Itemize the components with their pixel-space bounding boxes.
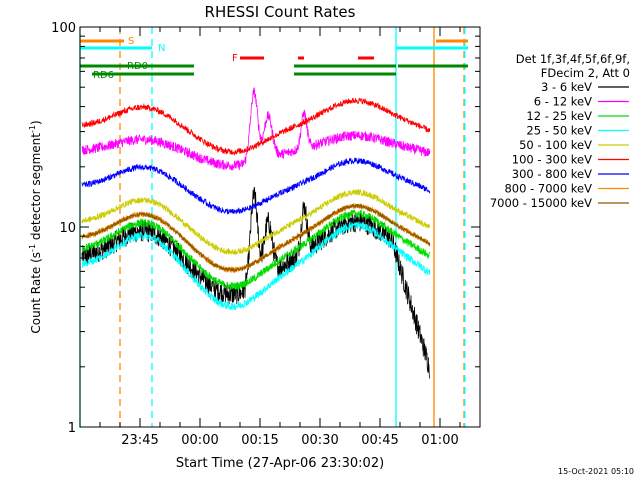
flag-label-f: F bbox=[232, 53, 238, 64]
footer-timestamp: 15-Oct-2021 05:10 bbox=[558, 467, 634, 476]
x-tick-label: 00:15 bbox=[241, 433, 278, 448]
series-lines bbox=[81, 86, 431, 379]
x-tick-label: 00:00 bbox=[181, 433, 218, 448]
flag-label-n: N bbox=[158, 43, 165, 54]
y-axis-label-mid: detector segment bbox=[29, 133, 43, 244]
series-line bbox=[81, 157, 431, 215]
legend-label: 12 - 25 keV bbox=[526, 109, 592, 123]
y-tick-label: 100 bbox=[51, 21, 76, 36]
x-tick-label: 00:30 bbox=[301, 433, 338, 448]
flag-label-rd0: RD0 bbox=[127, 61, 148, 72]
legend-label: 7000 - 15000 keV bbox=[490, 196, 592, 210]
series-line bbox=[81, 203, 431, 274]
series-line bbox=[81, 86, 431, 171]
legend-label: 100 - 300 keV bbox=[512, 153, 592, 167]
x-tick-label: 23:45 bbox=[121, 433, 158, 448]
legend-label: 3 - 6 keV bbox=[541, 80, 592, 94]
y-axis-label-main: Count Rate (s bbox=[29, 252, 43, 334]
x-axis-label: Start Time (27-Apr-06 23:30:02) bbox=[176, 456, 384, 471]
y-axis: 1 10 100 bbox=[51, 21, 480, 436]
legend-label: 50 - 100 keV bbox=[519, 138, 592, 152]
vertical-markers bbox=[79, 27, 466, 427]
legend-label: 25 - 50 keV bbox=[526, 124, 592, 138]
x-tick-label: 00:45 bbox=[361, 433, 398, 448]
legend-header-line1: Det 1f,3f,4f,5f,6f,9f, bbox=[516, 52, 630, 66]
series-line bbox=[81, 221, 431, 311]
series-line bbox=[81, 97, 431, 156]
flag-label-s: S bbox=[128, 36, 134, 47]
flag-label-rd6: RD6 bbox=[93, 70, 114, 81]
chart-title: RHESSI Count Rates bbox=[205, 3, 356, 21]
series-line bbox=[81, 188, 431, 256]
x-axis: 23:45 00:00 00:15 00:30 00:45 01:00 bbox=[79, 27, 481, 448]
y-tick-label: 1 bbox=[68, 421, 76, 436]
y-axis-label-end: ) bbox=[29, 120, 43, 125]
legend-label: 300 - 800 keV bbox=[512, 167, 592, 181]
series-line bbox=[81, 209, 431, 291]
x-tick-label: 01:00 bbox=[421, 433, 458, 448]
legend: Det 1f,3f,4f,5f,6f,9f, FDecim 2, Att 0 3… bbox=[490, 52, 630, 210]
y-axis-label: Count Rate (s-1 detector segment-1) bbox=[28, 120, 43, 333]
y-axis-label-sup2: -1 bbox=[28, 125, 37, 133]
legend-label: 800 - 7000 keV bbox=[504, 182, 592, 196]
y-tick-label: 10 bbox=[59, 221, 76, 236]
y-axis-label-sup1: -1 bbox=[28, 244, 37, 252]
legend-header-line2: FDecim 2, Att 0 bbox=[541, 66, 630, 80]
orbit-flags: S N RD0 RD6 F bbox=[80, 36, 468, 81]
legend-label: 6 - 12 keV bbox=[534, 95, 592, 109]
